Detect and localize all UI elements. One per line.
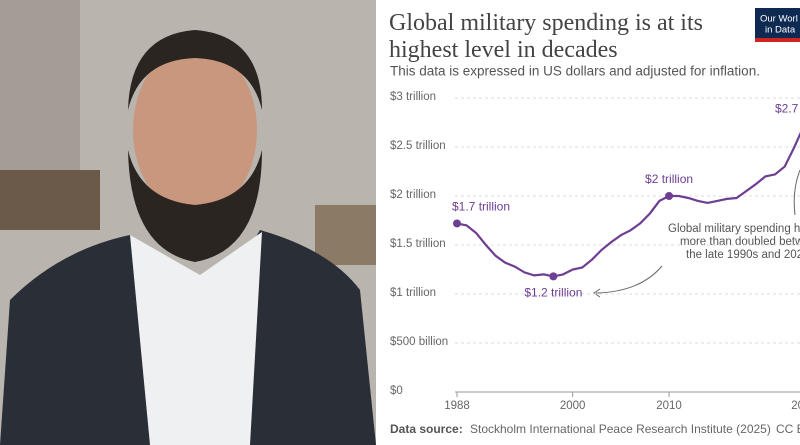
photo-furniture (315, 205, 376, 265)
photo-hair (128, 30, 262, 110)
logo-bar (755, 38, 800, 42)
point (549, 272, 558, 281)
annotation-arrowhead (593, 288, 601, 298)
value-label: $2 trillion (645, 172, 693, 186)
x-tick-label: 2000 (560, 400, 586, 412)
x-tick-label: 1988 (444, 400, 470, 412)
annotation: Global military spending h (668, 223, 800, 235)
license: CC B (776, 422, 800, 436)
point (453, 219, 461, 228)
annotation: more than doubled betwee (680, 236, 800, 248)
y-tick-label: $2 trillion (390, 189, 436, 201)
y-tick-label: $1 trillion (390, 287, 436, 299)
x-tick-label: 2010 (656, 400, 682, 412)
annotation: the late 1990s and 202 (686, 249, 800, 261)
value-label: $2.7 trillion (775, 102, 800, 116)
annotation-arrow (595, 265, 663, 294)
photo-beard (128, 150, 262, 262)
x-tick-label: 2024 (791, 400, 800, 412)
y-tick-label: $1.5 trillion (390, 238, 446, 250)
annotation-arrow (793, 169, 800, 216)
photo-shirt (130, 232, 262, 445)
source-label: Data source: (390, 422, 463, 436)
logo-text: Our Worl (760, 14, 798, 25)
chart-title: Global military spending is at its highe… (389, 10, 703, 63)
y-tick-label: $2.5 trillion (390, 140, 446, 152)
y-tick-label: $500 billion (390, 336, 448, 348)
line (456, 131, 800, 278)
point (665, 192, 674, 200)
value-label: $1.2 trillion (524, 286, 582, 300)
logo-text: in Data (765, 25, 796, 36)
photo-face (133, 45, 257, 215)
source: Stockholm International Peace Research I… (470, 422, 771, 436)
chart-background (376, 0, 800, 445)
chart-subtitle: This data is expressed in US dollars and… (390, 64, 760, 79)
photo-furniture (0, 170, 100, 230)
photo (0, 0, 376, 445)
value-label: $1.7 trillion (452, 200, 510, 214)
y-tick-label: $3 trillion (390, 91, 436, 103)
logo-box (755, 8, 800, 42)
y-tick-label: $0 (390, 385, 403, 397)
